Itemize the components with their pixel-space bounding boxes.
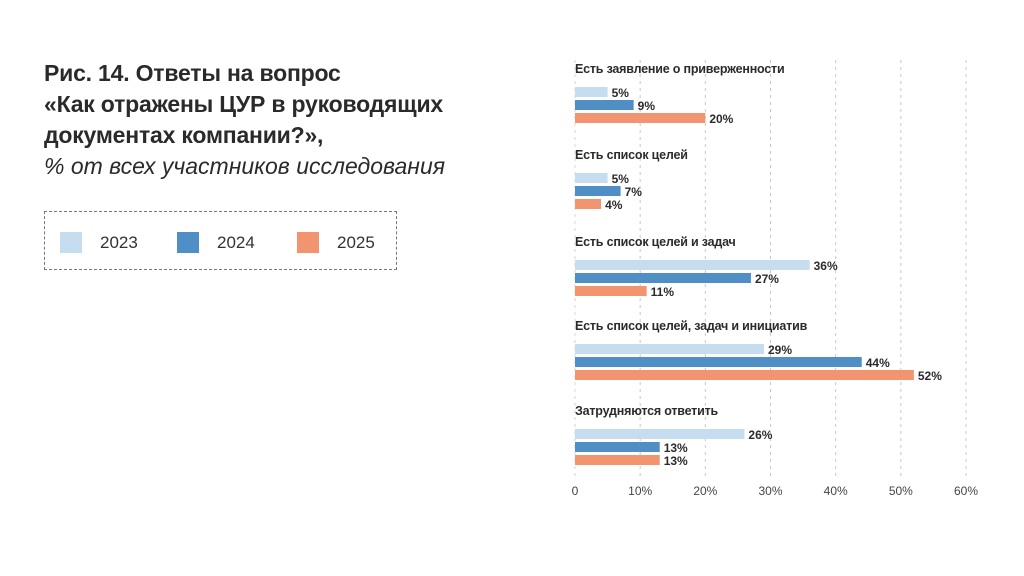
x-tick-label: 60% [954, 484, 978, 498]
data-label: 5% [612, 172, 630, 186]
data-label: 20% [709, 112, 733, 126]
data-label: 11% [651, 285, 675, 299]
data-label: 52% [918, 369, 942, 383]
category-label: Есть список целей и задач [575, 235, 736, 249]
legend-item-2024: 2024 [177, 232, 255, 253]
bar-2024 [575, 273, 751, 283]
data-label: 27% [755, 272, 779, 286]
bar-2025 [575, 370, 914, 380]
bar-2025 [575, 199, 602, 209]
title-line: Рис. 14. Ответы на вопрос [44, 60, 341, 86]
category-label: Затрудняются ответить [575, 404, 719, 418]
data-label: 26% [748, 428, 772, 442]
bar-2023 [575, 173, 608, 183]
bar-2025 [575, 455, 660, 465]
x-tick-label: 0 [572, 484, 579, 498]
legend: 2023 2024 2025 [44, 211, 397, 270]
x-tick-label: 40% [824, 484, 848, 498]
bar-2024 [575, 357, 862, 367]
bar-2023 [575, 344, 764, 354]
data-label: 36% [814, 259, 838, 273]
data-label: 4% [605, 198, 623, 212]
category-label: Есть заявление о приверженности [575, 62, 784, 76]
bar-2024 [575, 186, 621, 196]
bar-2023 [575, 87, 608, 97]
x-tick-label: 20% [693, 484, 717, 498]
data-label: 13% [664, 454, 688, 468]
category-label: Есть список целей, задач и инициатив [575, 319, 808, 333]
legend-label: 2023 [100, 232, 138, 252]
bar-2024 [575, 100, 634, 110]
bar-2023 [575, 429, 745, 439]
title-line: документах компании?», [44, 122, 324, 148]
bar-2023 [575, 260, 810, 270]
data-label: 5% [612, 86, 630, 100]
data-label: 29% [768, 343, 792, 357]
bar-2025 [575, 286, 647, 296]
legend-label: 2024 [217, 232, 255, 252]
data-label: 13% [664, 441, 688, 455]
legend-item-2025: 2025 [297, 232, 375, 253]
data-label: 44% [866, 356, 890, 370]
x-tick-label: 30% [758, 484, 782, 498]
category-label: Есть список целей [575, 148, 688, 162]
x-tick-label: 10% [628, 484, 652, 498]
legend-swatch [297, 232, 319, 253]
bar-2024 [575, 442, 660, 452]
chart-subtitle: % от всех участников исследования [44, 153, 446, 179]
data-label: 9% [638, 99, 656, 113]
data-label: 7% [625, 185, 643, 199]
chart-title: Рис. 14. Ответы на вопрос «Как отражены … [44, 58, 443, 151]
x-tick-label: 50% [889, 484, 913, 498]
title-line: «Как отражены ЦУР в руководящих [44, 91, 444, 117]
legend-label: 2025 [337, 232, 375, 252]
legend-item-2023: 2023 [60, 232, 138, 253]
legend-swatch [60, 232, 82, 253]
legend-swatch [177, 232, 199, 253]
bar-2025 [575, 113, 706, 123]
